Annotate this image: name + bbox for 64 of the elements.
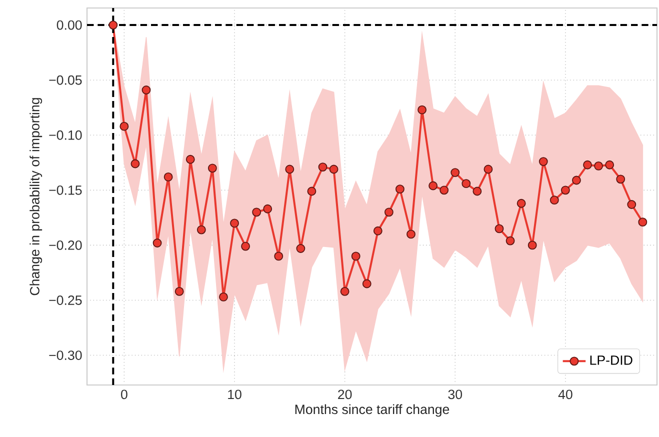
y-axis-title: Change in probability of importing bbox=[30, 98, 42, 296]
point bbox=[440, 186, 449, 195]
y-tick-label: −0.15 bbox=[49, 185, 82, 195]
point bbox=[472, 186, 482, 196]
point bbox=[396, 184, 404, 194]
point bbox=[252, 208, 262, 217]
x-tick-label: 10 bbox=[228, 390, 242, 400]
y-tick-label: −0.20 bbox=[49, 240, 82, 250]
point bbox=[605, 160, 614, 170]
point bbox=[241, 242, 250, 251]
point bbox=[528, 240, 537, 250]
point bbox=[384, 208, 394, 217]
point bbox=[494, 224, 504, 234]
point bbox=[550, 196, 559, 205]
point bbox=[164, 172, 173, 182]
point bbox=[572, 176, 581, 185]
point bbox=[208, 164, 217, 173]
point bbox=[594, 161, 604, 170]
y-tick-label: 0.00 bbox=[56, 20, 82, 30]
point bbox=[307, 186, 316, 196]
point bbox=[373, 226, 382, 236]
point bbox=[285, 164, 294, 174]
point bbox=[186, 154, 195, 164]
point bbox=[152, 238, 162, 248]
legend-label: LP-DID bbox=[590, 356, 632, 365]
point bbox=[538, 157, 548, 166]
point bbox=[362, 279, 372, 288]
point bbox=[462, 179, 471, 188]
point bbox=[484, 164, 493, 174]
point bbox=[108, 20, 118, 30]
y-tick-label: −0.25 bbox=[49, 296, 82, 305]
point bbox=[274, 252, 284, 261]
point bbox=[560, 186, 570, 195]
point bbox=[627, 200, 636, 209]
point bbox=[329, 164, 338, 174]
point bbox=[196, 225, 206, 234]
point bbox=[506, 236, 515, 246]
y-tick-label: −0.30 bbox=[49, 350, 82, 360]
x-tick-label: 20 bbox=[338, 390, 352, 400]
x-axis-title: Months since tariff change bbox=[295, 404, 450, 417]
point bbox=[616, 174, 626, 184]
point bbox=[351, 252, 360, 261]
point bbox=[120, 122, 129, 131]
point bbox=[296, 244, 306, 253]
point bbox=[428, 181, 438, 190]
point bbox=[583, 160, 592, 170]
x-tick-label: 0 bbox=[121, 390, 128, 400]
y-tick-label: −0.05 bbox=[49, 75, 82, 85]
point bbox=[130, 159, 140, 168]
point bbox=[230, 218, 239, 228]
point bbox=[142, 86, 151, 94]
point bbox=[218, 292, 228, 302]
point bbox=[406, 230, 416, 239]
point bbox=[318, 162, 328, 172]
y-tick-label: −0.10 bbox=[49, 130, 82, 140]
point bbox=[418, 105, 427, 114]
point bbox=[638, 218, 648, 227]
point bbox=[174, 286, 184, 296]
point bbox=[516, 198, 526, 208]
point bbox=[340, 286, 350, 296]
point bbox=[450, 168, 460, 178]
x-tick-label: 40 bbox=[558, 390, 572, 400]
point bbox=[263, 204, 272, 214]
x-tick-label: 30 bbox=[448, 390, 462, 400]
